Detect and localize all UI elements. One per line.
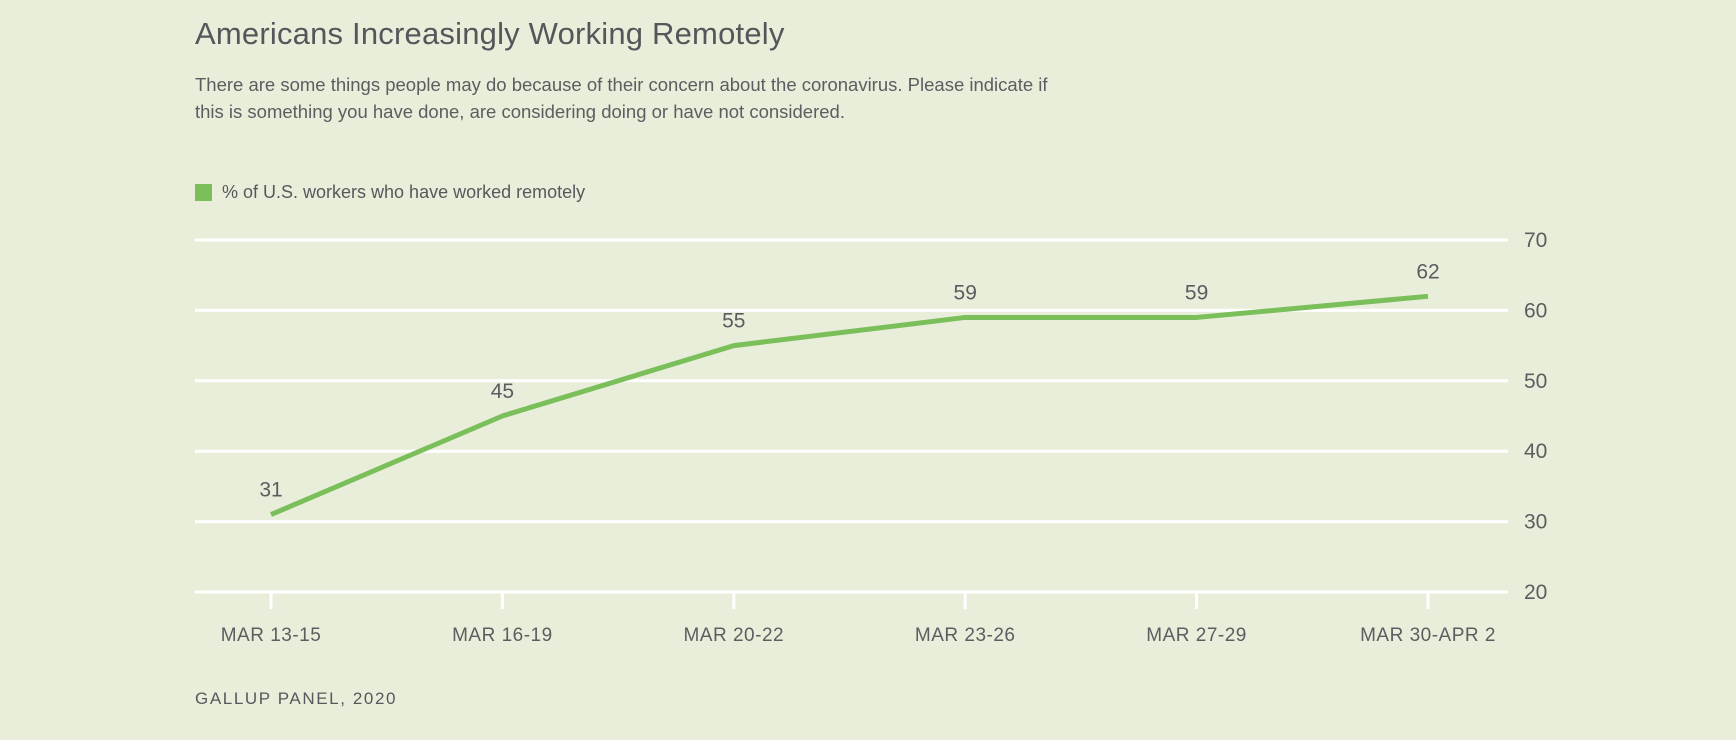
x-axis-label: MAR 20-22 xyxy=(683,625,784,646)
x-axis-tick xyxy=(963,592,967,609)
source-note: GALLUP PANEL, 2020 xyxy=(195,689,398,708)
x-axis-label: MAR 30-APR 2 xyxy=(1360,625,1496,646)
y-axis-label: 50 xyxy=(1524,370,1547,393)
y-axis-label: 60 xyxy=(1524,299,1547,322)
legend-label: % of U.S. workers who have worked remote… xyxy=(222,182,586,202)
y-axis-label: 20 xyxy=(1524,581,1547,604)
data-point-label: 55 xyxy=(722,310,745,333)
y-axis-label: 70 xyxy=(1524,229,1547,252)
data-point-label: 62 xyxy=(1416,260,1439,283)
legend-swatch-icon xyxy=(195,184,212,201)
x-axis-tick xyxy=(1195,592,1199,609)
y-axis-label: 30 xyxy=(1524,511,1547,534)
trend-line xyxy=(270,293,1429,517)
y-axis-label: 40 xyxy=(1524,440,1547,463)
chart-subtitle-line-2: this is something you have done, are con… xyxy=(195,101,845,122)
x-axis-label: MAR 27-29 xyxy=(1146,625,1247,646)
chart-title: Americans Increasingly Working Remotely xyxy=(195,16,785,51)
x-axis-tick xyxy=(500,592,504,609)
data-point-label: 59 xyxy=(954,281,977,304)
data-point-label: 45 xyxy=(491,380,514,403)
x-axis-label: MAR 13-15 xyxy=(221,625,322,646)
x-axis-tick xyxy=(1426,592,1430,609)
x-axis-tick xyxy=(732,592,736,609)
chart-subtitle-line-1: There are some things people may do beca… xyxy=(195,74,1048,95)
data-point-label: 31 xyxy=(259,479,282,502)
legend: % of U.S. workers who have worked remote… xyxy=(195,182,585,203)
x-axis-label: MAR 16-19 xyxy=(452,625,553,646)
chart-subtitle: There are some things people may do beca… xyxy=(195,71,1048,125)
data-point-label: 59 xyxy=(1185,281,1208,304)
x-axis-tick xyxy=(269,592,273,609)
x-axis-label: MAR 23-26 xyxy=(915,625,1016,646)
